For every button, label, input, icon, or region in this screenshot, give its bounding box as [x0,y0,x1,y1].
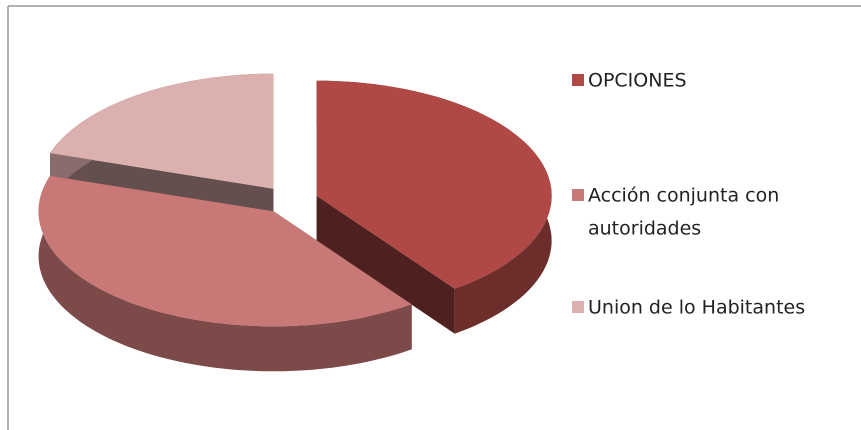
legend-swatch [572,189,584,201]
slice-cut-wall [316,195,455,334]
legend-label: Acción conjunta con [588,185,779,207]
slice-top [50,73,274,189]
legend-label: autoridades [588,218,701,240]
legend-swatch [572,74,584,86]
legend-swatch [572,301,584,313]
slice [316,80,552,334]
legend-label: Union de lo Habitantes [588,297,805,319]
slice [38,175,412,372]
slice-outer-wall [38,175,412,372]
legend-label: OPCIONES [588,70,687,92]
slice-top [38,175,412,327]
slice-top [316,80,552,289]
